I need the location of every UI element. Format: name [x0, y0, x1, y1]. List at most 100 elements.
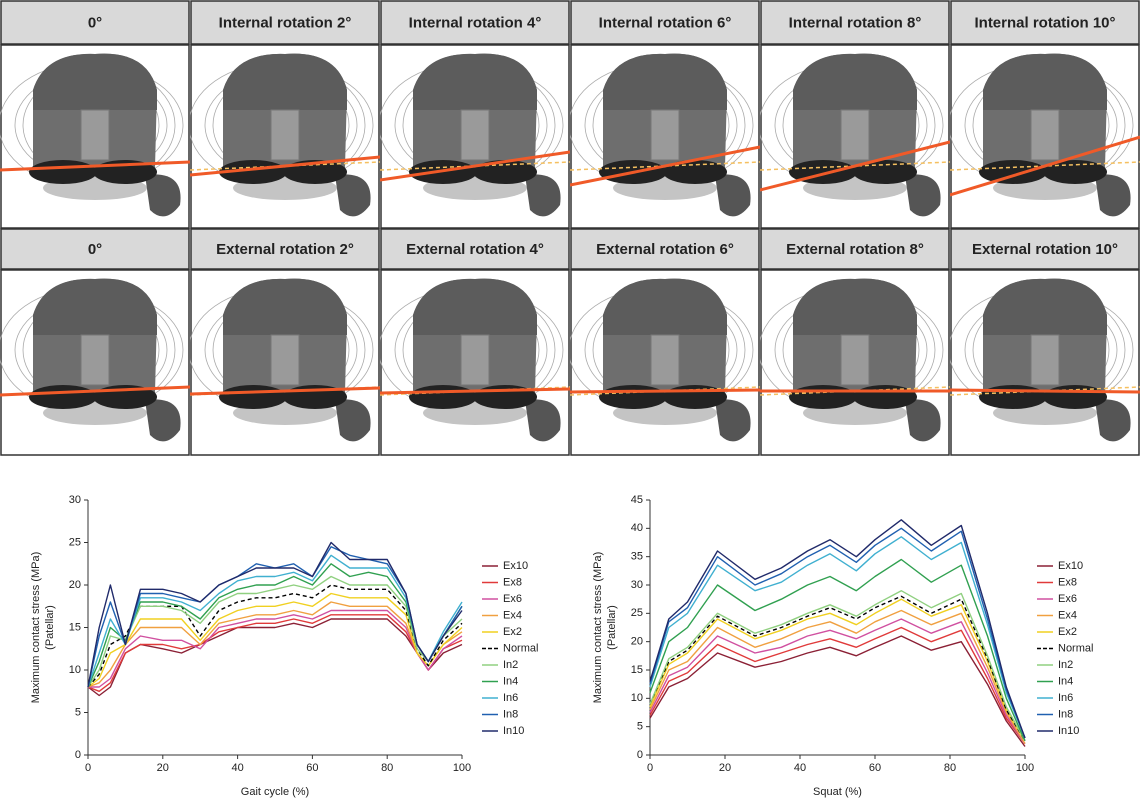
femur-top	[223, 278, 347, 335]
knee-image	[760, 278, 950, 442]
y-tick-label: 15	[631, 664, 643, 676]
x-tick-label: 20	[719, 762, 731, 774]
x-axis-title: Squat (%)	[813, 786, 862, 798]
series-line	[87, 592, 463, 688]
condyle	[599, 385, 667, 409]
knee-image	[380, 53, 570, 217]
header-label: 0°	[88, 14, 102, 31]
condyle	[29, 160, 97, 184]
fibula	[145, 399, 181, 442]
reference-line	[570, 161, 760, 171]
legend-label: In4	[1058, 675, 1073, 687]
condyle	[979, 385, 1047, 409]
patella	[650, 334, 680, 386]
header-label: 0°	[88, 241, 102, 258]
y-axis-title: (Patellar)	[606, 605, 618, 650]
femur-top	[413, 53, 537, 110]
y-tick-label: 40	[631, 522, 643, 534]
header-label: Internal rotation 2°	[219, 14, 352, 31]
patella	[840, 334, 870, 386]
header-label: Internal rotation 6°	[599, 14, 732, 31]
patella	[270, 109, 300, 161]
femur-top	[603, 278, 727, 335]
series-line	[649, 519, 1026, 739]
series-line	[87, 601, 463, 688]
patella	[80, 109, 110, 161]
header-label: Internal rotation 10°	[974, 14, 1115, 31]
header-cell	[380, 228, 570, 270]
y-axis-title: (Patellar)	[44, 605, 56, 650]
series-line	[649, 618, 1026, 745]
femur-top	[33, 278, 157, 335]
alignment-line	[570, 388, 760, 394]
condyle	[853, 160, 917, 184]
legend-label: Ex6	[1058, 593, 1077, 605]
femur-top	[603, 53, 727, 110]
y-tick-label: 10	[69, 664, 81, 676]
series-line	[649, 536, 1026, 739]
legend-label: Ex2	[503, 626, 522, 638]
header-cell	[760, 228, 950, 270]
legend-label: Normal	[503, 642, 538, 654]
femur-top	[33, 53, 157, 110]
line-chart: 0 5 10 15 20 25 30 35 40 45 0 20 40 60 80 100 Squat (%) M…	[592, 494, 1094, 798]
knee-image	[950, 278, 1140, 442]
legend-label: Ex6	[503, 593, 522, 605]
x-axis-title: Gait cycle (%)	[241, 786, 309, 798]
fibula	[525, 174, 561, 217]
patella	[460, 334, 490, 386]
reference-line	[760, 386, 950, 396]
y-tick-label: 30	[69, 494, 81, 506]
header-label: External rotation 4°	[406, 241, 544, 258]
series-line	[87, 618, 463, 697]
header-cell	[950, 228, 1140, 270]
condyle	[219, 385, 287, 409]
alignment-line	[760, 140, 950, 192]
y-tick-label: 0	[637, 749, 643, 761]
alignment-line	[0, 385, 190, 397]
legend-label: In8	[1058, 708, 1073, 720]
femur-top	[413, 278, 537, 335]
femur-top	[793, 53, 917, 110]
series-line	[649, 609, 1026, 745]
series-line	[649, 558, 1026, 742]
x-tick-label: 40	[231, 762, 243, 774]
alignment-line	[380, 150, 570, 182]
legend-label: Normal	[1058, 642, 1093, 654]
series-line	[649, 635, 1026, 747]
legend-label: In10	[503, 725, 524, 737]
y-tick-label: 45	[631, 494, 643, 506]
y-tick-label: 5	[637, 721, 643, 733]
fibula	[1095, 399, 1131, 442]
fibula	[145, 174, 181, 217]
knee-image	[570, 53, 760, 217]
alignment-line	[950, 388, 1140, 394]
series-line	[87, 614, 463, 692]
condyle	[29, 385, 97, 409]
legend-label: Ex2	[1058, 626, 1077, 638]
legend-label: Ex4	[1058, 609, 1077, 621]
reference-line	[950, 161, 1140, 171]
legend-label: In6	[1058, 692, 1073, 704]
y-tick-label: 20	[69, 579, 81, 591]
x-tick-label: 0	[647, 762, 653, 774]
y-tick-label: 10	[631, 692, 643, 704]
reference-line	[950, 386, 1140, 396]
patella	[1030, 109, 1060, 161]
x-tick-label: 100	[453, 762, 471, 774]
knee-image	[950, 53, 1140, 217]
fibula	[335, 399, 371, 442]
header-cell	[380, 0, 570, 45]
y-tick-label: 25	[69, 536, 81, 548]
header-cell	[190, 0, 380, 45]
reference-line	[380, 161, 570, 171]
series-line	[88, 609, 463, 688]
knee-image	[380, 278, 570, 442]
x-tick-label: 80	[381, 762, 393, 774]
condyle	[789, 385, 857, 409]
alignment-line	[950, 135, 1140, 197]
fibula	[525, 399, 561, 442]
header-label: External rotation 6°	[596, 241, 734, 258]
